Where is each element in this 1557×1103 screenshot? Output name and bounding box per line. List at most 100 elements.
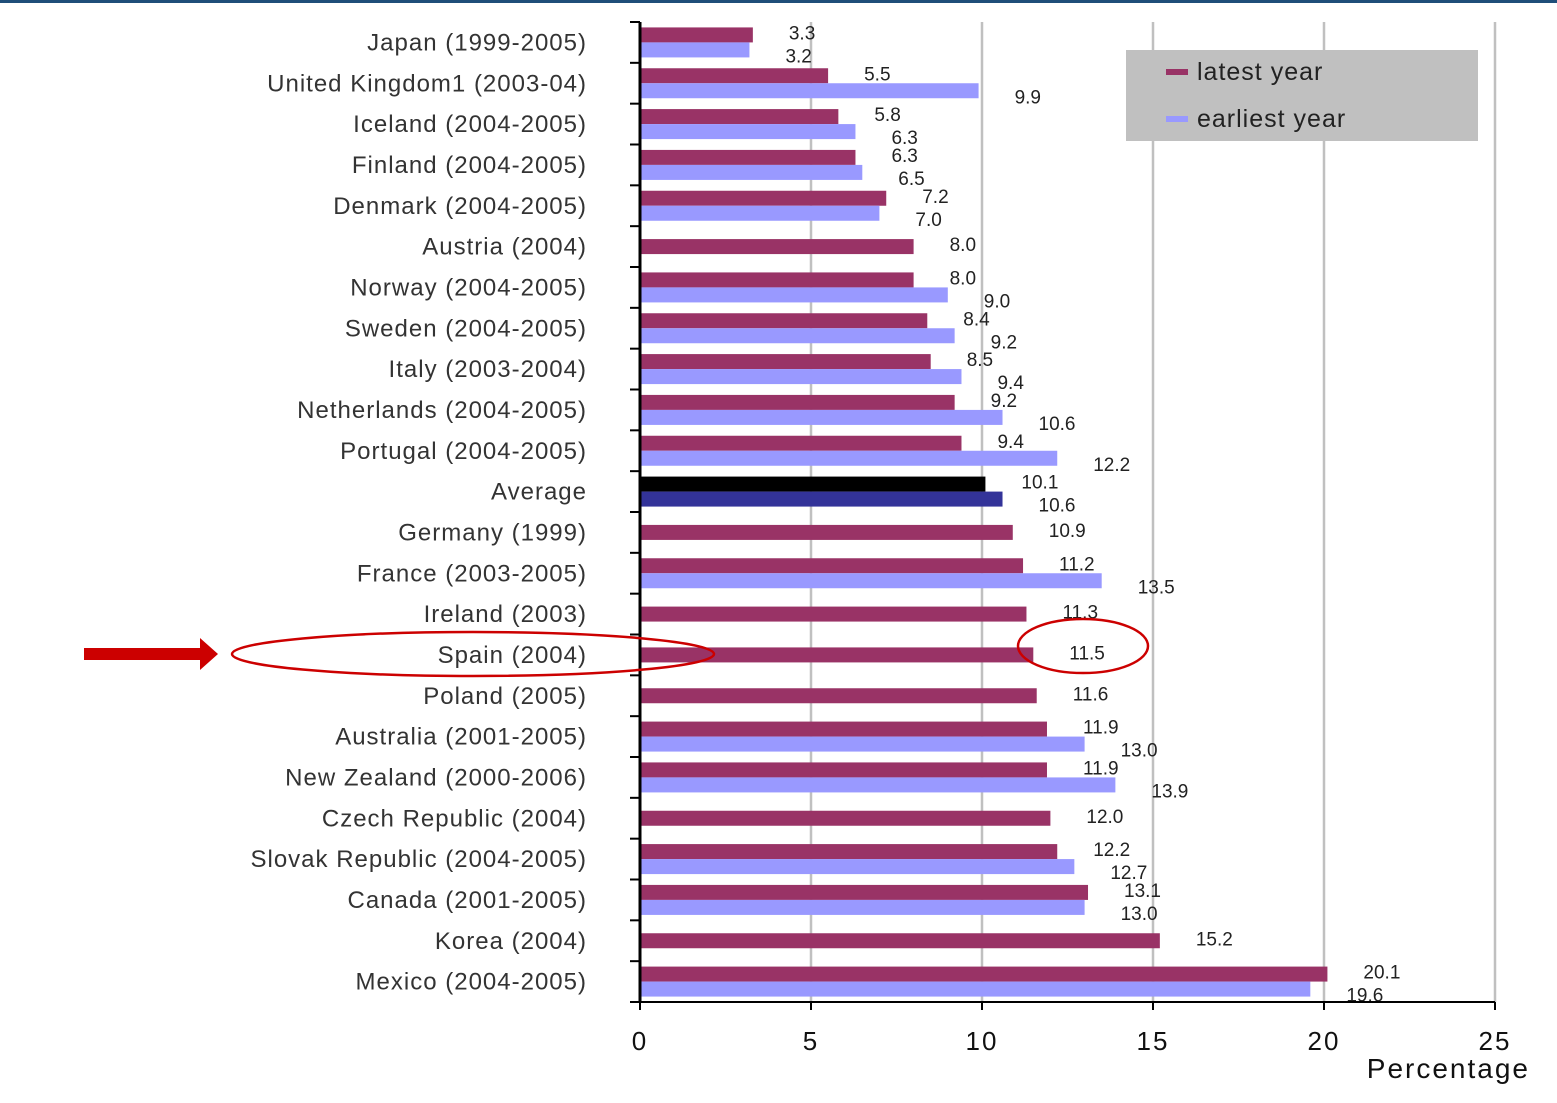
value-label-earliest: 13.5 [1138,577,1175,598]
value-label-earliest: 13.9 [1151,781,1188,802]
bar-latest [640,394,955,410]
x-tick-label: 5 [803,1026,819,1056]
value-label-earliest: 6.3 [891,128,917,149]
category-label: Canada (2001-2005) [348,887,588,914]
bar-earliest [640,899,1085,915]
category-label: Finland (2004-2005) [352,152,587,179]
value-label-latest: 7.2 [922,187,948,208]
bar-latest [640,558,1024,574]
value-label-earliest: 10.6 [1039,496,1076,517]
bar-latest [640,435,962,451]
category-label: Czech Republic (2004) [322,805,587,832]
value-label-earliest: 13.0 [1121,904,1158,925]
x-tick-label: 20 [1308,1026,1341,1056]
spain-label-ellipse [230,630,716,678]
bar-earliest [640,573,1102,589]
axes: 0 5 10 15 20 25 [630,21,1512,1056]
bar-latest [640,810,1051,826]
value-label-earliest: 3.2 [785,46,811,67]
bar-earliest [640,287,948,303]
bar-latest [640,313,928,329]
category-label: New Zealand (2000-2006) [285,764,587,791]
legend-label-latest: latest year [1197,58,1323,86]
bar-earliest [640,450,1058,466]
legend-box [1126,50,1478,141]
value-label-earliest: 9.2 [991,332,1017,353]
x-axis-title: Percentage [1367,1053,1530,1084]
bar-latest [640,149,856,165]
bar-latest [640,933,1160,949]
bar-latest [640,476,986,492]
bar-earliest [640,205,880,221]
value-label-earliest: 7.0 [915,210,941,231]
value-label-latest: 9.2 [991,391,1017,412]
value-label-latest: 3.3 [789,23,815,44]
legend-label-earliest: earliest year [1197,105,1346,133]
value-label-earliest: 13.0 [1121,741,1158,762]
red-arrow-icon [84,638,218,670]
category-labels: Japan (1999-2005) United Kingdom1 (2003-0… [250,29,588,996]
bar-earliest [640,409,1003,425]
value-label-latest: 9.4 [997,432,1024,453]
bar-earliest [640,981,1311,997]
bar-latest [640,68,829,84]
value-label-earliest: 19.6 [1346,986,1383,1007]
bar-earliest [640,124,856,140]
bar-latest [640,354,931,370]
bar-latest [640,524,1013,540]
value-label-earliest: 12.2 [1093,455,1130,476]
value-label-latest: 11.5 [1069,643,1105,664]
value-label-latest: 10.9 [1049,521,1086,542]
bar-earliest [640,491,1003,507]
bar-latest [640,109,839,125]
legend-swatch-latest [1166,69,1188,75]
value-label-latest: 5.5 [864,64,890,85]
spain-value-ellipse [1016,617,1150,675]
x-tick-label: 10 [966,1026,999,1056]
bar-latest [640,688,1037,704]
bar-earliest [640,42,750,58]
value-label-latest: 12.2 [1093,840,1130,861]
x-tick-label: 15 [1137,1026,1170,1056]
bar-latest [640,606,1027,622]
category-label: Norway (2004-2005) [350,274,587,301]
value-label-latest: 8.4 [963,309,990,330]
category-label: Iceland (2004-2005) [353,111,587,138]
category-label: Germany (1999) [398,519,587,546]
category-label: Japan (1999-2005) [367,29,587,56]
bar-latest [640,762,1047,778]
category-label: Sweden (2004-2005) [345,315,587,342]
bar-latest [640,239,914,255]
category-label: Ireland (2003) [424,601,587,628]
category-label: Slovak Republic (2004-2005) [250,846,587,873]
bar-latest [640,966,1328,982]
value-label-latest: 8.0 [950,235,976,256]
value-label-earliest: 9.4 [997,373,1024,394]
x-tick-label: 0 [632,1026,648,1056]
x-tick-label: 25 [1479,1026,1512,1056]
bar-earliest [640,328,955,344]
value-label-earliest: 10.6 [1039,414,1076,435]
bar-earliest [640,859,1075,875]
category-label: Mexico (2004-2005) [356,969,587,996]
gridlines [809,22,1497,1002]
value-label-earliest: 12.7 [1110,863,1147,884]
category-label: Spain (2004) [438,642,587,669]
category-label: Denmark (2004-2005) [333,193,587,220]
bar-latest [640,647,1034,663]
value-label-latest: 5.8 [874,105,900,126]
bar-latest [640,190,887,206]
bar-latest [640,844,1058,860]
value-label-latest: 8.5 [967,350,993,371]
value-label-latest: 10.1 [1021,473,1058,494]
value-label-earliest: 9.9 [1015,87,1041,108]
category-label: Australia (2001-2005) [335,724,587,751]
value-label-earliest: 9.0 [984,291,1010,312]
category-label: Italy (2003-2004) [389,356,587,383]
bar-latest [640,27,753,43]
bar-earliest [640,369,962,385]
bar-latest [640,272,914,288]
category-label: Austria (2004) [422,234,587,261]
bar-earliest [640,164,863,180]
value-label-latest: 20.1 [1363,963,1400,984]
